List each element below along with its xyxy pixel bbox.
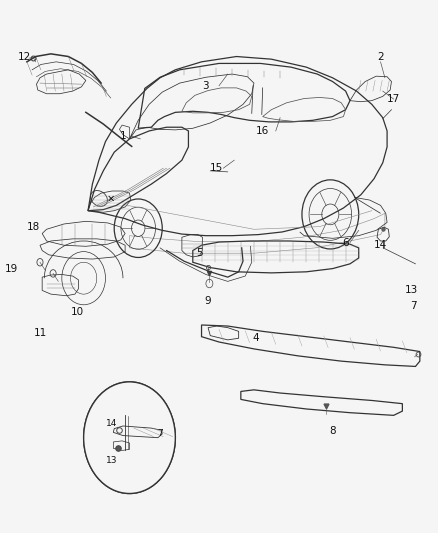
Text: 7: 7	[157, 430, 163, 439]
Text: 10: 10	[71, 306, 84, 317]
Text: 13: 13	[106, 456, 118, 465]
Text: 1: 1	[120, 131, 126, 141]
Text: 18: 18	[27, 222, 40, 232]
Text: 5: 5	[196, 248, 203, 258]
Text: 15: 15	[210, 163, 223, 173]
Text: 7: 7	[410, 301, 417, 311]
Text: 6: 6	[343, 238, 349, 247]
Text: 14: 14	[106, 419, 118, 428]
Text: 14: 14	[374, 240, 387, 250]
Text: 11: 11	[33, 328, 46, 338]
Text: 3: 3	[203, 81, 209, 91]
Circle shape	[84, 382, 175, 494]
Text: 4: 4	[253, 333, 259, 343]
Text: 17: 17	[387, 94, 400, 104]
Text: 13: 13	[404, 286, 418, 295]
Text: 2: 2	[377, 52, 384, 61]
Text: 16: 16	[256, 126, 269, 136]
Text: 9: 9	[205, 296, 212, 306]
Text: 8: 8	[329, 426, 336, 437]
Text: 12: 12	[18, 52, 32, 61]
Text: 19: 19	[5, 264, 18, 274]
